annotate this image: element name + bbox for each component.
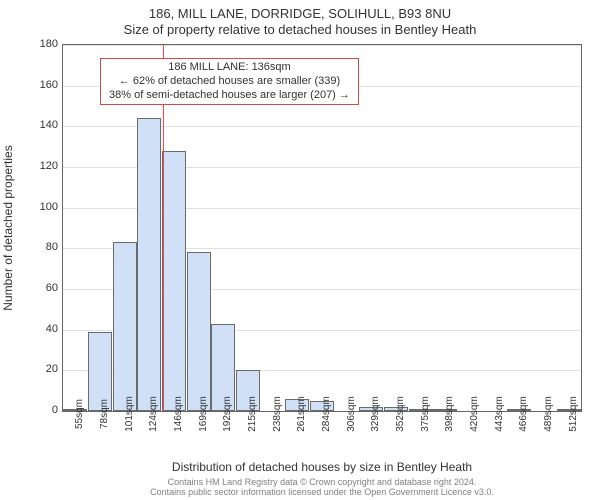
chart-subtitle: Size of property relative to detached ho… xyxy=(0,22,600,37)
annotation-box: 186 MILL LANE: 136sqm ← 62% of detached … xyxy=(100,58,359,105)
x-tick-label: 215sqm xyxy=(247,396,258,432)
x-tick-label: 329sqm xyxy=(370,396,381,432)
x-tick-label: 284sqm xyxy=(321,396,332,432)
y-tick-label: 140 xyxy=(20,119,58,131)
x-tick-label: 352sqm xyxy=(395,396,406,432)
x-tick-label: 261sqm xyxy=(296,396,307,432)
y-tick-label: 120 xyxy=(20,160,58,172)
copyright-block: Contains HM Land Registry data © Crown c… xyxy=(62,478,582,498)
x-tick-label: 443sqm xyxy=(494,396,505,432)
y-tick-label: 60 xyxy=(20,282,58,294)
x-tick-label: 466sqm xyxy=(518,396,529,432)
y-tick-label: 40 xyxy=(20,323,58,335)
annotation-line-1: 186 MILL LANE: 136sqm xyxy=(109,61,350,75)
y-tick-label: 80 xyxy=(20,241,58,253)
copyright-line-2: Contains public sector information licen… xyxy=(150,487,494,497)
x-tick-label: 78sqm xyxy=(99,399,110,429)
x-tick-label: 306sqm xyxy=(346,396,357,432)
histogram-bar xyxy=(187,252,211,411)
x-tick-label: 101sqm xyxy=(124,396,135,432)
x-tick-label: 192sqm xyxy=(222,396,233,432)
y-tick-label: 20 xyxy=(20,363,58,375)
histogram-bar xyxy=(137,118,161,411)
x-tick-label: 238sqm xyxy=(272,396,283,432)
copyright-line-1: Contains HM Land Registry data © Crown c… xyxy=(168,477,477,487)
x-tick-label: 375sqm xyxy=(420,396,431,432)
histogram-bar xyxy=(162,151,186,411)
gridline xyxy=(63,45,581,46)
x-tick-label: 169sqm xyxy=(198,396,209,432)
x-tick-label: 146sqm xyxy=(173,396,184,432)
x-tick-label: 124sqm xyxy=(148,396,159,432)
x-tick-label: 420sqm xyxy=(469,396,480,432)
annotation-line-2: ← 62% of detached houses are smaller (33… xyxy=(109,75,350,89)
y-tick-label: 160 xyxy=(20,79,58,91)
x-tick-label: 489sqm xyxy=(543,396,554,432)
x-tick-label: 512sqm xyxy=(568,396,579,432)
x-tick-label: 398sqm xyxy=(444,396,455,432)
y-tick-label: 0 xyxy=(20,404,58,416)
y-tick-label: 100 xyxy=(20,201,58,213)
y-axis-label: Number of detached properties xyxy=(1,145,15,310)
histogram-bar xyxy=(113,242,137,411)
x-tick-label: 55sqm xyxy=(74,399,85,429)
chart-title: 186, MILL LANE, DORRIDGE, SOLIHULL, B93 … xyxy=(0,6,600,21)
annotation-line-3: 38% of semi-detached houses are larger (… xyxy=(109,89,350,103)
x-axis-label: Distribution of detached houses by size … xyxy=(62,460,582,474)
y-tick-label: 180 xyxy=(20,38,58,50)
chart-root: 186, MILL LANE, DORRIDGE, SOLIHULL, B93 … xyxy=(0,0,600,500)
